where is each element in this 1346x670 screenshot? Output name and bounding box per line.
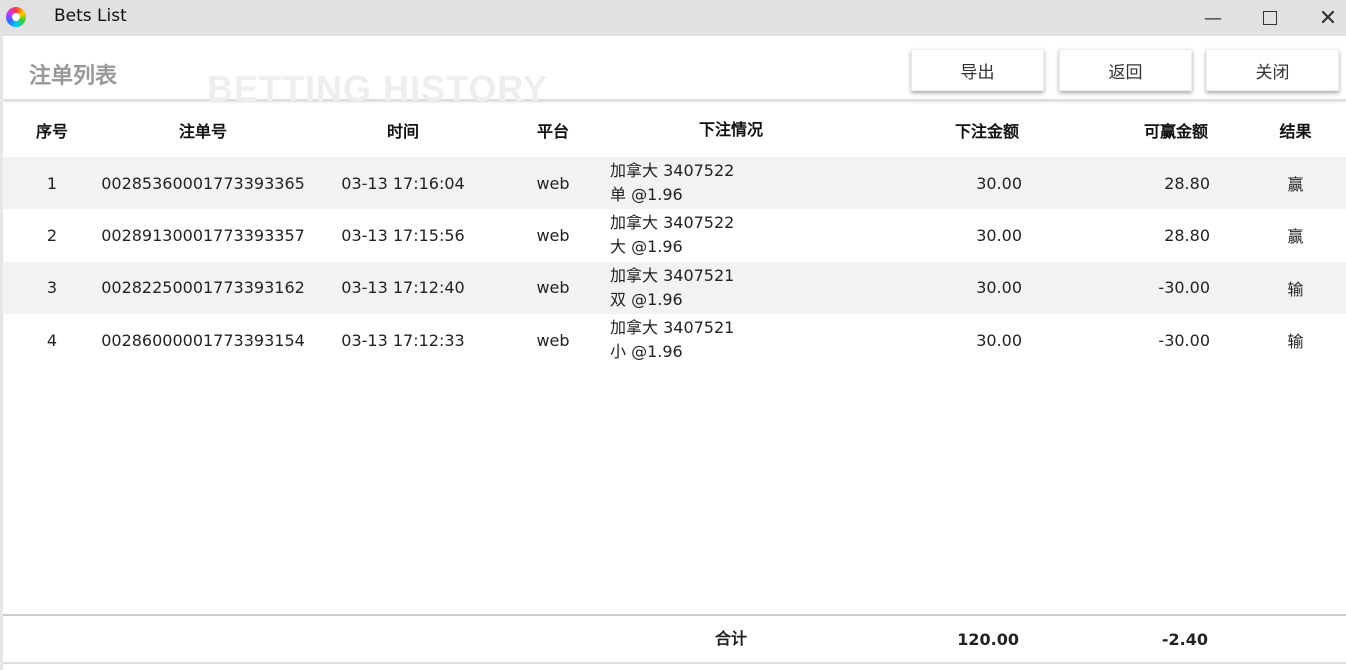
cell-no: 2 xyxy=(46,225,58,245)
app-logo-icon xyxy=(6,7,26,27)
cell-no: 4 xyxy=(46,330,58,350)
table-row[interactable]: 2 00289130001773393357 03-13 17:15:56 web 加拿… xyxy=(3,209,1346,261)
cell-id: 00282250001773393162 xyxy=(101,278,305,298)
cell-amount: 30.00 xyxy=(976,330,1022,350)
bet-info-line: 加拿大 3407521 xyxy=(610,318,735,338)
bet-info-line: 小 @1.96 xyxy=(610,342,683,362)
column-header: 下注情况 xyxy=(698,120,763,139)
table-row[interactable]: 1 00285360001773393365 03-13 17:16:04 web 加拿… xyxy=(3,157,1346,209)
cell-amount: 30.00 xyxy=(976,173,1022,193)
maximize-button[interactable] xyxy=(1247,0,1293,36)
cell-bet-info: 加拿大 3407521 小 @1.96 xyxy=(610,314,860,366)
column-header: 下注金额 xyxy=(954,122,1019,141)
export-button[interactable]: 导出 xyxy=(911,49,1044,91)
cell-id: 00285360001773393365 xyxy=(101,173,305,193)
table-header: 序号 注单号 时间 平台 下注情况 下注金额 可赢金额 结果 xyxy=(3,104,1346,156)
cell-no: 3 xyxy=(46,278,58,298)
page-header: BETTING HISTORY 注单列表 导出 返回 关闭 xyxy=(3,40,1346,109)
minimize-icon: — xyxy=(1204,7,1222,29)
cell-bet-info: 加拿大 3407522 单 @1.96 xyxy=(610,157,860,209)
minimize-button[interactable]: — xyxy=(1190,0,1236,36)
table-row[interactable]: 4 00286000001773393154 03-13 17:12:33 web 加拿… xyxy=(3,314,1346,366)
back-button[interactable]: 返回 xyxy=(1059,49,1192,91)
cell-id: 00289130001773393357 xyxy=(101,225,305,245)
close-window-button[interactable]: ✕ xyxy=(1305,0,1346,36)
table-row[interactable]: 3 00282250001773393162 03-13 17:12:40 web 加拿… xyxy=(3,261,1346,314)
cell-result: 赢 xyxy=(1287,227,1304,247)
cell-win: 28.80 xyxy=(1164,173,1210,193)
total-amount: 120.00 xyxy=(957,629,1019,649)
column-header: 注单号 xyxy=(178,122,227,141)
table-footer: 合计 120.00 -2.40 xyxy=(3,614,1346,664)
cell-time: 03-13 17:15:56 xyxy=(341,225,465,245)
cell-bet-info: 加拿大 3407521 双 @1.96 xyxy=(610,262,860,314)
close-icon: ✕ xyxy=(1318,5,1338,31)
bet-info-line: 加拿大 3407522 xyxy=(610,161,735,180)
total-win: -2.40 xyxy=(1161,629,1208,649)
cell-id: 00286000001773393154 xyxy=(101,330,305,350)
total-label: 合计 xyxy=(714,629,747,648)
cell-win: -30.00 xyxy=(1158,330,1210,350)
column-header: 序号 xyxy=(35,122,68,141)
cell-amount: 30.00 xyxy=(976,225,1022,245)
bet-info-line: 单 @1.96 xyxy=(610,185,683,204)
column-header: 时间 xyxy=(386,122,419,141)
cell-platform: web xyxy=(536,330,570,350)
cell-platform: web xyxy=(536,278,570,298)
cell-amount: 30.00 xyxy=(976,278,1022,298)
column-header: 可赢金额 xyxy=(1143,122,1208,141)
cell-platform: web xyxy=(536,225,570,245)
cell-time: 03-13 17:12:33 xyxy=(341,330,465,350)
bet-info-line: 大 @1.96 xyxy=(610,237,683,257)
cell-win: 28.80 xyxy=(1164,225,1210,245)
title-bar: Bets List — ✕ xyxy=(0,0,1346,36)
cell-bet-info: 加拿大 3407522 大 @1.96 xyxy=(610,209,860,261)
cell-result: 赢 xyxy=(1287,175,1304,194)
cell-platform: web xyxy=(536,173,570,193)
cell-time: 03-13 17:16:04 xyxy=(341,173,465,193)
cell-time: 03-13 17:12:40 xyxy=(341,278,465,298)
cell-no: 1 xyxy=(46,173,58,193)
bet-info-line: 加拿大 3407521 xyxy=(610,265,735,285)
window-title: Bets List xyxy=(54,6,127,26)
maximize-icon xyxy=(1263,11,1277,25)
column-header: 结果 xyxy=(1279,122,1312,141)
cell-result: 输 xyxy=(1287,332,1304,352)
close-button[interactable]: 关闭 xyxy=(1206,49,1339,91)
watermark: BETTING HISTORY xyxy=(207,68,549,109)
cell-win: -30.00 xyxy=(1158,278,1210,298)
bet-info-line: 加拿大 3407522 xyxy=(610,213,735,233)
bet-info-line: 双 @1.96 xyxy=(610,289,683,309)
column-header: 平台 xyxy=(536,122,569,141)
window-border xyxy=(0,36,3,670)
page-title: 注单列表 xyxy=(29,64,118,89)
cell-result: 输 xyxy=(1287,279,1304,299)
